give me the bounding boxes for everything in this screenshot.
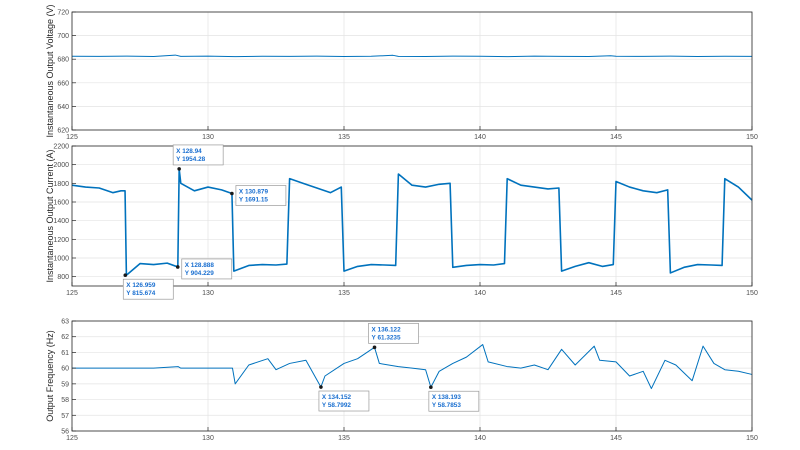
current-datatip[interactable]: X 128.94Y 1954.28	[172, 144, 224, 171]
voltage-y-tick-label: 720	[57, 10, 69, 17]
datatip-marker	[319, 385, 323, 389]
datatip-box	[235, 185, 287, 206]
voltage-x-tick-label: 150	[746, 134, 758, 141]
current-x-tick-label: 145	[610, 290, 622, 297]
frequency-y-tick-label: 61	[61, 350, 69, 357]
datatip-x-label: X 138.193	[432, 394, 462, 401]
datatip-x-label: X 128.94	[176, 148, 202, 155]
current-y-tick-label: 1600	[53, 200, 69, 207]
current-y-tick-label: 1800	[53, 181, 69, 188]
datatip-box	[122, 278, 174, 300]
voltage-y-tick-label: 700	[57, 33, 69, 40]
frequency-y-tick-label: 62	[61, 334, 69, 341]
voltage-x-tick-label: 125	[66, 134, 78, 141]
datatip-marker	[177, 167, 181, 171]
current-series-line	[71, 168, 753, 276]
current-y-tick-label: 1400	[53, 218, 69, 225]
voltage-y-tick-label: 620	[57, 128, 69, 135]
frequency-y-tick-label: 58	[61, 397, 69, 404]
datatip-marker	[175, 265, 180, 269]
datatip-y-label: Y 815.674	[126, 290, 155, 297]
frequency-y-tick-label: 56	[61, 429, 69, 436]
datatip-y-label: Y 61.3235	[372, 334, 401, 341]
frequency-y-tick-label: 59	[61, 381, 69, 388]
current-y-tick-label: 2000	[53, 162, 69, 169]
datatip-y-label: Y 58.7853	[432, 402, 461, 409]
datatip-box	[428, 390, 480, 412]
frequency-y-tick-label: 63	[61, 319, 69, 326]
datatip-x-label: X 128.888	[185, 262, 215, 269]
datatip-box	[318, 390, 370, 412]
current-y-tick-label: 800	[57, 274, 69, 281]
frequency-x-tick-label: 140	[474, 435, 486, 442]
datatip-x-label: X 126.959	[126, 282, 156, 289]
current-axes-frame	[71, 145, 753, 287]
datatip-marker	[429, 385, 433, 390]
datatip-y-label: Y 1954.28	[176, 156, 205, 163]
frequency-y-tick-label: 60	[61, 366, 69, 373]
datatip-y-label: Y 58.7992	[322, 402, 351, 409]
voltage-x-tick-label: 140	[474, 134, 486, 141]
current-x-tick-label: 140	[474, 290, 486, 297]
current-y-tick-label: 1200	[53, 237, 69, 244]
frequency-subplot: Output Frequency (Hz) 125 130 135 140 145 150…	[45, 319, 758, 443]
voltage-x-tick-label: 135	[338, 134, 350, 141]
frequency-series-line	[72, 344, 753, 390]
datatip-x-label: X 130.879	[239, 188, 269, 195]
current-subplot: Instantaneous Output Current (A) 125 130 1…	[45, 144, 758, 300]
voltage-subplot: Instantaneous Output Voltage (V) 125 130 1…	[45, 4, 758, 141]
voltage-y-tick-label: 640	[57, 104, 69, 111]
datatip-marker	[372, 345, 377, 350]
datatip-x-label: X 134.152	[322, 394, 352, 401]
voltage-y-tick-label: 660	[57, 80, 69, 87]
current-x-tick-label: 150	[746, 290, 758, 297]
voltage-y-tick-label: 680	[57, 57, 69, 64]
current-y-tick-label: 1000	[53, 256, 69, 263]
frequency-x-tick-label: 145	[610, 435, 622, 442]
current-x-tick-label: 135	[338, 290, 350, 297]
datatip-x-label: X 136.122	[372, 326, 402, 333]
frequency-x-tick-label: 150	[746, 435, 758, 442]
voltage-series-line	[71, 54, 753, 58]
datatip-box	[172, 144, 224, 166]
current-y-tick-label: 2200	[53, 144, 69, 151]
current-x-tick-label: 125	[66, 290, 78, 297]
frequency-x-tick-label: 135	[338, 435, 350, 442]
frequency-y-tick-label: 57	[61, 413, 69, 420]
voltage-axes-frame	[71, 11, 753, 131]
current-y-axis-label: Instantaneous Output Current (A)	[45, 149, 55, 282]
voltage-y-axis-label: Instantaneous Output Voltage (V)	[45, 4, 55, 137]
frequency-x-tick-label: 130	[202, 435, 214, 442]
voltage-x-tick-label: 145	[610, 134, 622, 141]
frequency-y-axis-label: Output Frequency (Hz)	[45, 330, 55, 422]
datatip-box	[181, 258, 233, 280]
frequency-x-tick-label: 125	[66, 435, 78, 442]
datatip-y-label: Y 904.229	[185, 270, 214, 277]
datatip-y-label: Y 1691.15	[239, 196, 268, 203]
current-x-tick-label: 130	[202, 290, 214, 297]
voltage-x-tick-label: 130	[202, 134, 214, 141]
datatip-marker	[230, 191, 234, 196]
datatip-box	[368, 322, 419, 344]
voltage-axes-background	[72, 12, 752, 130]
frequency-axes-frame	[71, 320, 753, 432]
datatip-marker	[123, 273, 128, 278]
